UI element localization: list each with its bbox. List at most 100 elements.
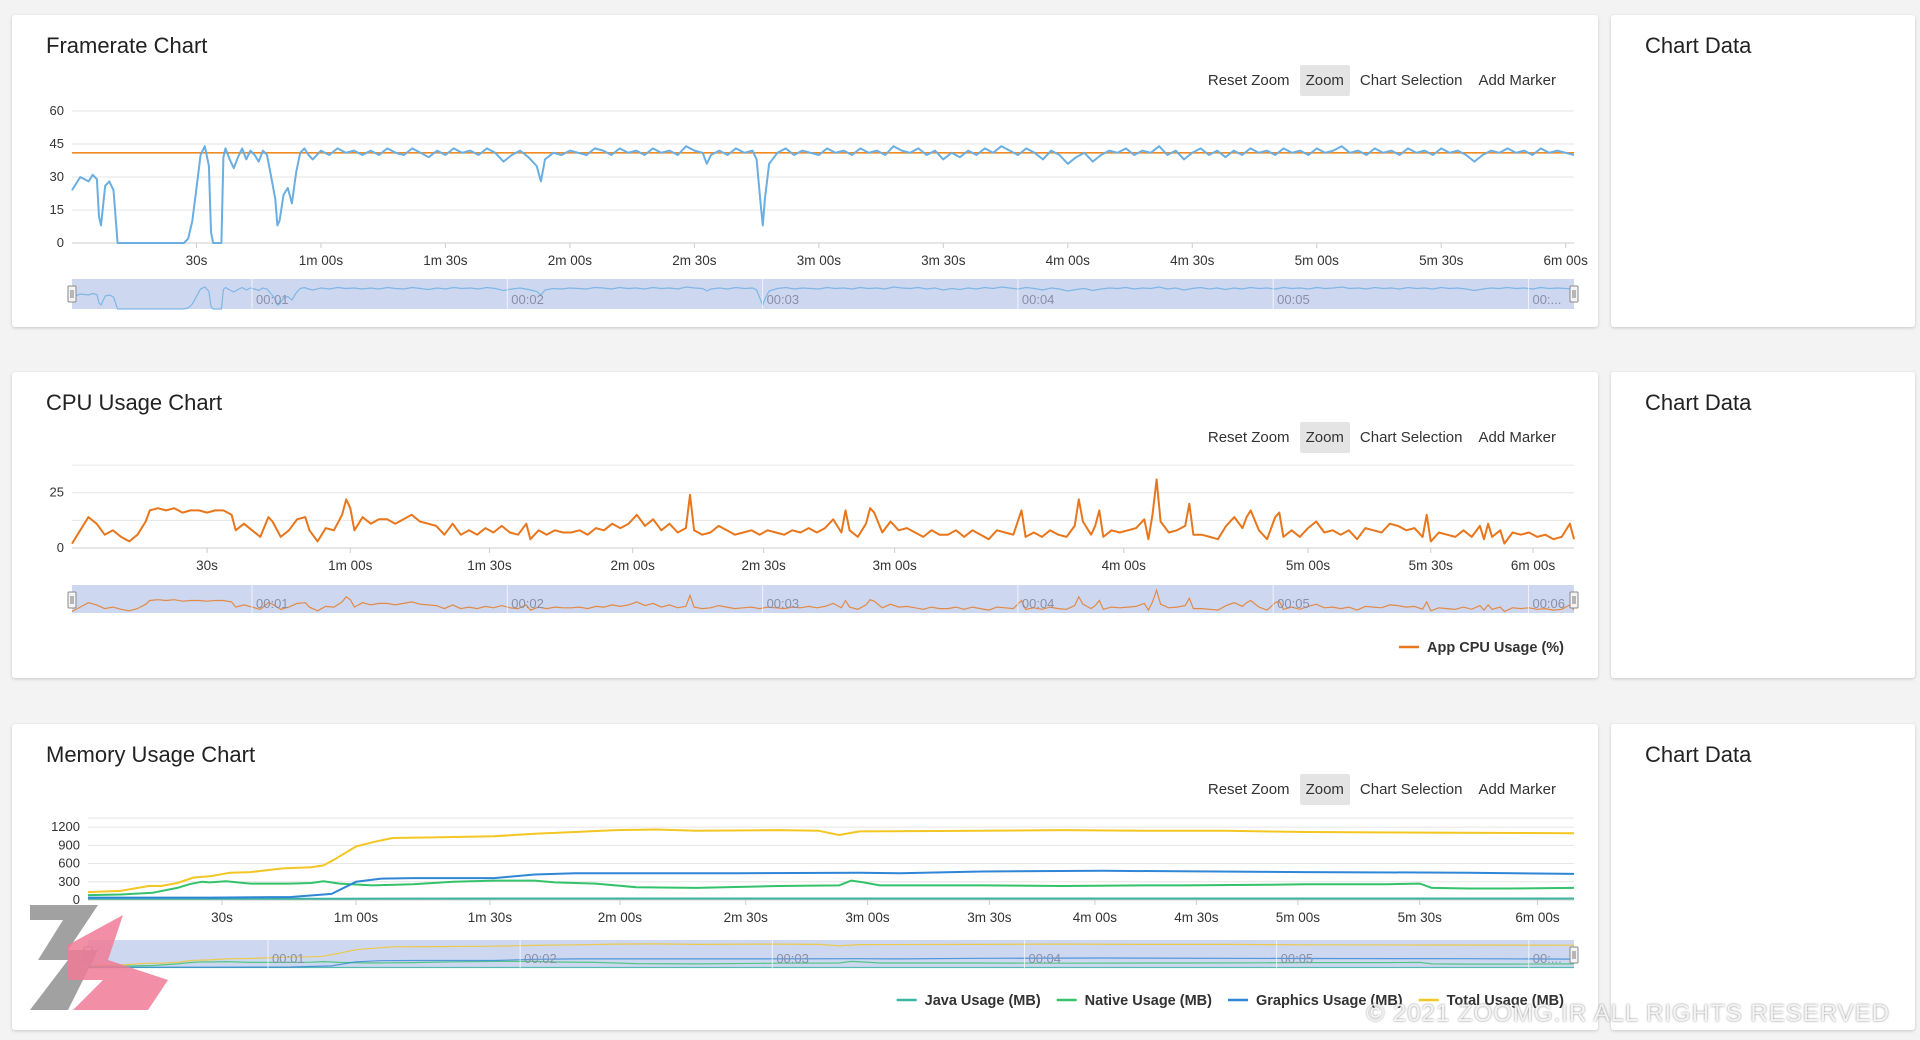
navigator-right-handle[interactable] bbox=[1569, 285, 1579, 303]
memory-chart-svg[interactable]: 0 300 600 900 1200 30s 1m 00s 1m 30s 2m 00s 2m 30… bbox=[12, 724, 1598, 1030]
legend-item-label: Total Usage (MB) bbox=[1447, 993, 1565, 1009]
x-tick-label: 1m 30s bbox=[468, 910, 513, 925]
x-tick-label: 4m 00s bbox=[1102, 558, 1147, 573]
x-tick-label: 3m 00s bbox=[845, 910, 890, 925]
navigator-label: 00:... bbox=[1532, 292, 1561, 307]
zoomg-logo-icon bbox=[30, 905, 168, 1010]
side-panel-title: Chart Data bbox=[1645, 742, 1752, 767]
x-tick-label: 3m 00s bbox=[797, 253, 842, 268]
x-tick-label: 30s bbox=[196, 558, 218, 573]
series-line-total bbox=[87, 828, 1575, 894]
navigator-label: 00:02 bbox=[511, 292, 544, 307]
side-panel: Chart Data bbox=[1611, 724, 1915, 1030]
legend-item-label: Native Usage (MB) bbox=[1085, 993, 1212, 1009]
reset-zoom-button[interactable]: Reset Zoom bbox=[1207, 72, 1290, 89]
x-tick-label: 6m 00s bbox=[1544, 253, 1589, 268]
navigator-label: 00:06 bbox=[1532, 596, 1565, 611]
y-tick-label: 30 bbox=[50, 169, 64, 184]
y-tick-label: 600 bbox=[58, 856, 80, 871]
x-tick-label: 2m 30s bbox=[742, 558, 787, 573]
navigator-label: 00:05 bbox=[1277, 292, 1310, 307]
navigator-left-handle[interactable] bbox=[67, 285, 77, 303]
side-panel-title: Chart Data bbox=[1645, 390, 1752, 415]
navigator-right-handle[interactable] bbox=[1569, 591, 1579, 609]
add-marker-button[interactable]: Add Marker bbox=[1478, 72, 1556, 89]
navigator-left-handle[interactable] bbox=[67, 591, 77, 609]
navigator-window bbox=[72, 279, 1574, 309]
side-panel: Chart Data bbox=[1611, 372, 1915, 678]
cpu-card: CPU Usage Chart Reset Zoom Zoom Chart Se… bbox=[12, 372, 1598, 678]
x-tick-label: 5m 30s bbox=[1398, 910, 1443, 925]
zoom-button[interactable]: Zoom bbox=[1299, 422, 1350, 453]
x-tick-label: 5m 00s bbox=[1276, 910, 1321, 925]
navigator-series-line bbox=[71, 286, 1575, 310]
navigator-series-line bbox=[87, 960, 1575, 967]
reset-zoom-button[interactable]: Reset Zoom bbox=[1207, 429, 1290, 446]
x-tick-label: 4m 00s bbox=[1073, 910, 1118, 925]
x-tick-label: 5m 00s bbox=[1295, 253, 1340, 268]
x-tick-label: 4m 30s bbox=[1170, 253, 1215, 268]
y-tick-label: 300 bbox=[58, 874, 80, 889]
y-tick-label: 25 bbox=[50, 485, 64, 500]
framerate-chart-svg[interactable]: 0 15 30 45 60 30s 1m 00s 1m 30s 2m 00s 2m 30s 3m 0… bbox=[12, 15, 1598, 327]
side-panel-title: Chart Data bbox=[1645, 33, 1752, 58]
x-tick-label: 2m 00s bbox=[598, 910, 643, 925]
y-tick-label: 0 bbox=[57, 235, 64, 250]
x-tick-label: 1m 30s bbox=[423, 253, 468, 268]
x-tick-label: 1m 30s bbox=[467, 558, 512, 573]
x-tick-label: 2m 30s bbox=[724, 910, 769, 925]
add-marker-button[interactable]: Add Marker bbox=[1478, 429, 1556, 446]
navigator-label: 00:04 bbox=[1022, 596, 1055, 611]
navigator-label: 00:03 bbox=[776, 951, 809, 966]
navigator-series-line bbox=[71, 588, 1575, 613]
x-tick-label: 6m 00s bbox=[1511, 558, 1556, 573]
navigator-label: 00:02 bbox=[511, 596, 544, 611]
memory-card: Memory Usage Chart Reset Zoom Zoom Chart… bbox=[12, 724, 1598, 1030]
navigator-right-handle[interactable] bbox=[1569, 946, 1579, 964]
x-tick-label: 3m 30s bbox=[921, 253, 966, 268]
y-tick-label: 900 bbox=[58, 837, 80, 852]
navigator-label: 00:05 bbox=[1281, 951, 1314, 966]
x-tick-label: 4m 00s bbox=[1046, 253, 1091, 268]
x-tick-label: 1m 00s bbox=[334, 910, 379, 925]
y-tick-label: 15 bbox=[50, 202, 64, 217]
add-marker-button[interactable]: Add Marker bbox=[1478, 781, 1556, 798]
chart-selection-button[interactable]: Chart Selection bbox=[1359, 429, 1463, 446]
series-line-native bbox=[87, 879, 1575, 897]
chart-toolbar: Reset Zoom Zoom Chart Selection Add Mark… bbox=[1198, 774, 1562, 805]
chart-toolbar: Reset Zoom Zoom Chart Selection Add Mark… bbox=[1198, 65, 1562, 96]
navigator-window bbox=[88, 940, 1574, 968]
x-tick-label: 5m 30s bbox=[1419, 253, 1464, 268]
legend-item-label: App CPU Usage (%) bbox=[1427, 640, 1564, 656]
cpu-chart-svg[interactable]: 0 25 30s 1m 00s 1m 30s 2m 00s 2m 30s 3m 00s 4m 0… bbox=[12, 372, 1598, 678]
x-tick-label: 1m 00s bbox=[299, 253, 344, 268]
chart-title: CPU Usage Chart bbox=[46, 390, 223, 415]
series-line-cpu bbox=[71, 478, 1575, 545]
x-tick-label: 3m 00s bbox=[872, 558, 917, 573]
chart-title: Memory Usage Chart bbox=[46, 742, 256, 767]
x-tick-label: 30s bbox=[186, 253, 208, 268]
zoom-button[interactable]: Zoom bbox=[1299, 774, 1350, 805]
chart-selection-button[interactable]: Chart Selection bbox=[1359, 72, 1463, 89]
navigator-label: 00:03 bbox=[767, 596, 800, 611]
x-tick-label: 1m 00s bbox=[328, 558, 373, 573]
legend-item-label: Graphics Usage (MB) bbox=[1256, 993, 1403, 1009]
navigator-label: 00:03 bbox=[767, 292, 800, 307]
x-tick-label: 2m 00s bbox=[548, 253, 593, 268]
y-tick-label: 45 bbox=[50, 136, 64, 151]
series-line-graphics bbox=[88, 869, 1575, 899]
navigator-label: 00:04 bbox=[1028, 951, 1061, 966]
x-tick-label: 30s bbox=[211, 910, 233, 925]
x-tick-label: 2m 00s bbox=[611, 558, 656, 573]
chart-selection-button[interactable]: Chart Selection bbox=[1359, 781, 1463, 798]
zoom-button[interactable]: Zoom bbox=[1299, 65, 1350, 96]
y-tick-label: 0 bbox=[57, 540, 64, 555]
navigator-label: 00:01 bbox=[256, 292, 289, 307]
navigator-label: 00:04 bbox=[1022, 292, 1055, 307]
legend-item-label: Java Usage (MB) bbox=[925, 993, 1041, 1009]
y-tick-label: 0 bbox=[73, 892, 80, 907]
y-tick-label: 1200 bbox=[51, 819, 80, 834]
navigator-series-line bbox=[87, 943, 1575, 966]
watermark-text: © 2021 ZOOMG.IR ALL RIGHTS RESERVED bbox=[1366, 1000, 1890, 1027]
reset-zoom-button[interactable]: Reset Zoom bbox=[1207, 781, 1290, 798]
